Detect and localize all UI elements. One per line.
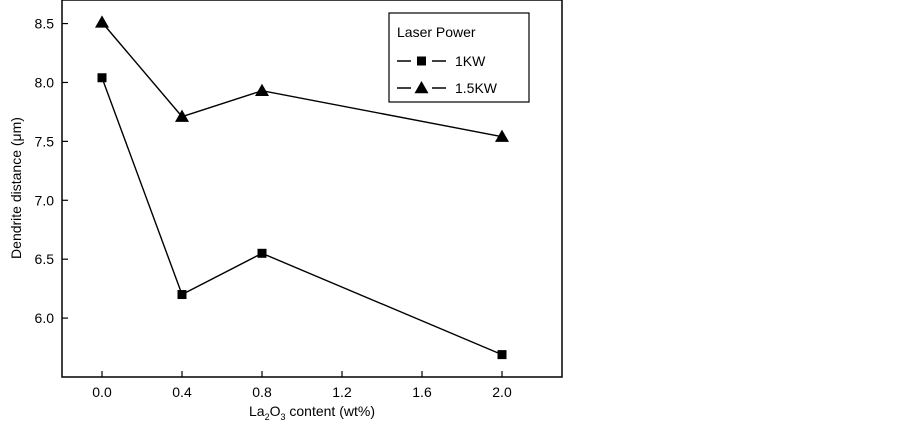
y-axis: 6.0 6.5 7.0 7.5 8.0 8.5 [35, 16, 68, 326]
legend-title: Laser Power [397, 24, 476, 40]
y-tick-label: 7.5 [35, 133, 55, 149]
data-point-1.5KW [175, 109, 189, 122]
data-point-1.5KW [495, 129, 509, 142]
legend-label: 1KW [455, 53, 486, 69]
y-tick-label: 6.0 [35, 310, 55, 326]
legend-marker [417, 56, 426, 66]
data-point-1KW [497, 350, 507, 360]
series-line-1.5KW [101, 21, 503, 138]
plot-frame [61, 0, 563, 378]
series-line-1KW [101, 77, 503, 356]
x-tick-label: 0.8 [252, 384, 272, 400]
y-tick-label: 8.0 [35, 74, 55, 90]
x-axis-title: La2O3 content (wt%) [249, 403, 375, 422]
data-point-1.5KW [255, 83, 269, 96]
x-tick-label: 1.6 [412, 384, 432, 400]
legend-marker [414, 81, 429, 94]
data-point-1KW [257, 248, 267, 258]
x-axis: 0.0 0.4 0.8 1.2 1.6 2.0 [92, 371, 512, 400]
x-tick-label: 0.0 [92, 384, 112, 400]
x-tick-label: 0.4 [172, 384, 192, 400]
y-tick-label: 6.5 [35, 251, 55, 267]
data-point-1KW [177, 290, 187, 300]
series-layer [95, 15, 509, 360]
x-tick-label: 2.0 [492, 384, 512, 400]
data-point-1KW [97, 73, 107, 83]
legend-label: 1.5KW [455, 80, 498, 96]
y-tick-label: 8.5 [35, 16, 55, 32]
legend: Laser Power 1KW 1.5KW [388, 12, 530, 103]
data-point-1.5KW [95, 15, 109, 28]
y-tick-label: 7.0 [35, 192, 55, 208]
y-axis-title: Dendrite distance (μm) [8, 117, 24, 259]
x-tick-label: 1.2 [332, 384, 352, 400]
legend-entries: 1KW 1.5KW [397, 53, 498, 96]
